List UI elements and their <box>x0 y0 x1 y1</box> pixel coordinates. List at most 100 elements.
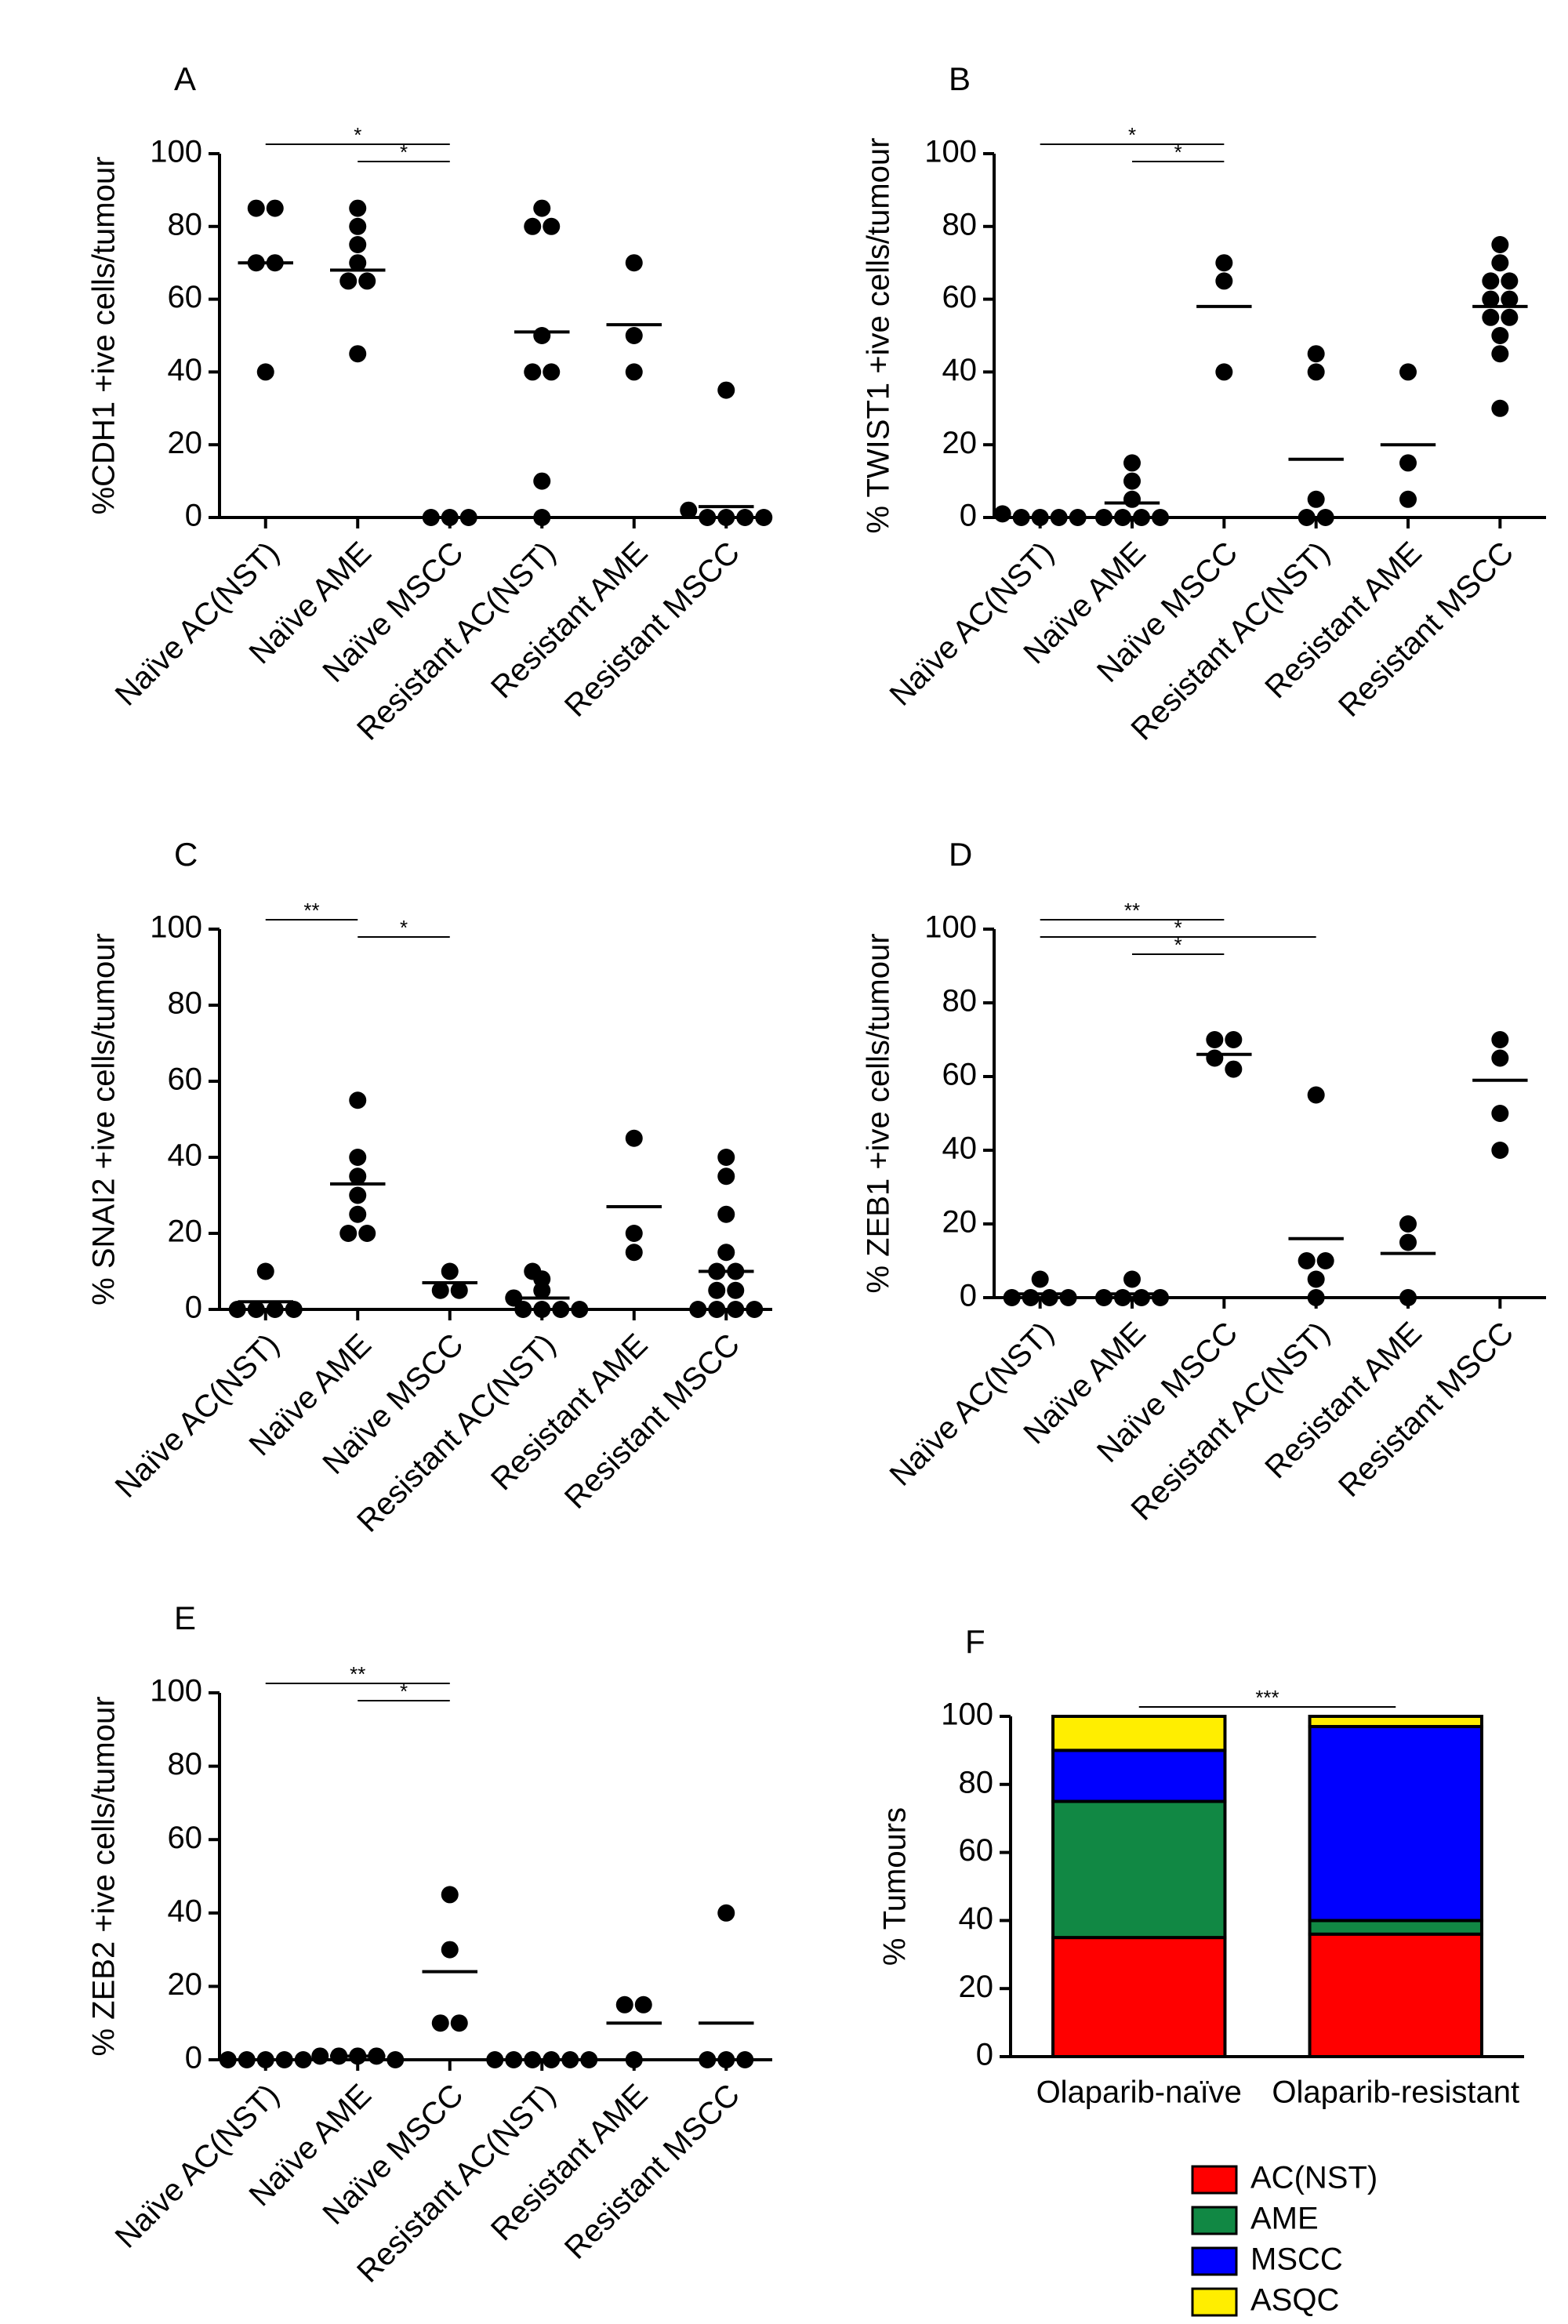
x-tick-label: Naïve AC(NST) <box>884 1316 1061 1493</box>
data-point <box>1307 1289 1325 1306</box>
x-tick-label: Resistant AME <box>1258 536 1428 706</box>
data-point <box>717 1167 735 1186</box>
x-tick-label: Olaparib-resistant <box>1272 2075 1519 2110</box>
data-point <box>1133 1289 1150 1306</box>
y-tick-label: 0 <box>960 499 977 533</box>
data-point <box>1491 399 1509 417</box>
bar-segment <box>1308 1919 1483 1936</box>
data-point <box>746 1301 764 1318</box>
legend-label: AC(NST) <box>1250 2161 1377 2195</box>
data-point <box>1114 1289 1131 1306</box>
y-tick-label: 20 <box>942 1205 978 1240</box>
x-tick-label: Resistant AME <box>1258 1316 1428 1486</box>
data-point <box>256 1262 274 1280</box>
y-tick-label: 20 <box>168 1967 203 2002</box>
y-tick-label: 40 <box>168 1138 203 1173</box>
data-point <box>1491 1031 1509 1048</box>
legend-swatch <box>1191 2246 1238 2276</box>
data-point <box>294 2051 312 2068</box>
data-point <box>1491 236 1509 253</box>
bar-segment <box>1051 1799 1227 1940</box>
data-point <box>708 1281 726 1299</box>
significance-label: * <box>1174 916 1182 939</box>
data-point <box>1298 509 1316 526</box>
y-tick-label: 100 <box>150 135 202 169</box>
data-point <box>219 2051 237 2068</box>
y-tick-label: 20 <box>168 1215 203 1249</box>
data-point <box>580 2051 598 2068</box>
data-point <box>717 1149 735 1166</box>
x-tick-label: Naïve AC(NST) <box>109 1327 286 1505</box>
significance-label: *** <box>1255 1686 1279 1709</box>
y-tick-label: 20 <box>942 426 978 460</box>
data-point <box>727 1281 745 1299</box>
data-point <box>266 1301 284 1318</box>
data-point <box>358 272 376 290</box>
data-point <box>717 2051 735 2068</box>
data-point <box>1095 1289 1112 1306</box>
data-point <box>1095 509 1112 526</box>
data-point <box>524 363 542 381</box>
data-point <box>1307 1270 1325 1288</box>
data-point <box>625 254 643 272</box>
significance-label: * <box>354 123 361 147</box>
significance-label: ** <box>1124 899 1140 922</box>
data-point <box>349 1167 367 1186</box>
y-tick-label: 0 <box>960 1279 977 1313</box>
significance-label: * <box>1128 123 1136 147</box>
legend-swatch <box>1191 2165 1238 2195</box>
data-point <box>1133 509 1150 526</box>
data-point <box>1152 509 1169 526</box>
data-point <box>349 199 367 217</box>
data-point <box>561 2051 579 2068</box>
data-point <box>349 217 367 235</box>
y-tick-label: 100 <box>150 1674 202 1709</box>
data-point <box>441 1886 459 1904</box>
data-point <box>1491 345 1509 363</box>
panel-letter: B <box>949 60 971 97</box>
data-point <box>533 1281 551 1299</box>
data-point <box>708 1301 726 1318</box>
data-point <box>358 1225 376 1242</box>
data-point <box>1307 363 1325 381</box>
data-point <box>625 1244 643 1262</box>
y-tick-label: 100 <box>150 910 202 945</box>
data-point <box>634 1995 652 2014</box>
data-point <box>1491 1049 1509 1067</box>
x-tick-label: Naïve AC(NST) <box>884 536 1061 713</box>
data-point <box>615 1995 633 2014</box>
bar-segment <box>1308 1715 1483 1729</box>
y-axis-label: % ZEB2 +ive cells/tumour <box>87 1696 122 2056</box>
y-tick-label: 60 <box>168 1821 203 1855</box>
y-tick-label: 60 <box>168 1062 203 1097</box>
data-point <box>533 509 551 526</box>
significance-label: * <box>1174 140 1182 164</box>
data-point <box>1399 490 1417 508</box>
y-tick-label: 80 <box>168 986 203 1021</box>
data-point <box>1123 472 1141 490</box>
data-point <box>1152 1289 1169 1306</box>
significance-label: ** <box>350 1662 365 1686</box>
data-point <box>247 199 265 217</box>
y-tick-label: 40 <box>168 353 203 387</box>
data-point <box>1491 1142 1509 1159</box>
panel-letter: C <box>174 836 198 873</box>
data-point <box>524 217 542 235</box>
x-tick-label: Resistant MSCC <box>1332 1316 1520 1504</box>
data-point <box>349 236 367 253</box>
data-point <box>1225 1031 1243 1048</box>
data-point <box>680 501 698 519</box>
data-point <box>1491 254 1509 272</box>
data-point <box>441 1262 459 1280</box>
bar-segment <box>1051 1748 1227 1803</box>
data-point <box>1206 1031 1224 1048</box>
y-axis-label: % TWIST1 +ive cells/tumour <box>862 138 896 534</box>
y-tick-label: 40 <box>959 1901 994 1936</box>
data-point <box>1482 290 1500 308</box>
data-point <box>533 472 551 490</box>
x-tick-label: Resistant MSCC <box>558 536 746 724</box>
data-point <box>1482 272 1500 290</box>
data-point <box>1206 1049 1224 1067</box>
data-point <box>533 327 551 344</box>
